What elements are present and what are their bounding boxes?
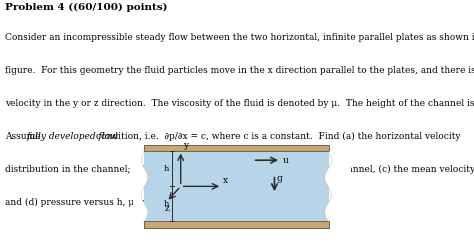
Text: Problem 4 ((60/100) points): Problem 4 ((60/100) points) [5, 3, 167, 12]
Text: and (d) pressure versus h, μ and c and g.: and (d) pressure versus h, μ and c and g… [5, 198, 193, 207]
Text: condition, i.e.  ∂p/∂x = c, where c is a constant.  Find (a) the horizontal velo: condition, i.e. ∂p/∂x = c, where c is a … [93, 132, 461, 141]
Text: z: z [164, 204, 169, 213]
Text: u: u [283, 156, 289, 165]
Text: g: g [277, 174, 283, 183]
Text: distribution in the channel; (b) the volume rate of the flow q acroos the channe: distribution in the channel; (b) the vol… [5, 165, 474, 174]
Bar [144, 221, 329, 228]
Text: h: h [164, 165, 169, 173]
Text: Assume: Assume [5, 132, 43, 141]
Bar [144, 151, 329, 221]
Bar [144, 145, 329, 151]
Text: figure.  For this geometry the fluid particles move in the x direction parallel : figure. For this geometry the fluid part… [5, 66, 474, 75]
Text: velocity in the y or z direction.  The viscosity of the fluid is denoted by μ.  : velocity in the y or z direction. The vi… [5, 99, 474, 108]
Polygon shape [133, 151, 147, 221]
Text: Consider an incompressible steady flow between the two horizontal, infinite para: Consider an incompressible steady flow b… [5, 33, 474, 42]
Polygon shape [326, 151, 351, 221]
Bar [144, 221, 329, 228]
Text: y: y [183, 141, 188, 150]
Bar [144, 145, 329, 151]
Text: fully developed flow: fully developed flow [27, 132, 118, 141]
Text: h: h [164, 200, 169, 208]
Text: x: x [223, 176, 228, 185]
